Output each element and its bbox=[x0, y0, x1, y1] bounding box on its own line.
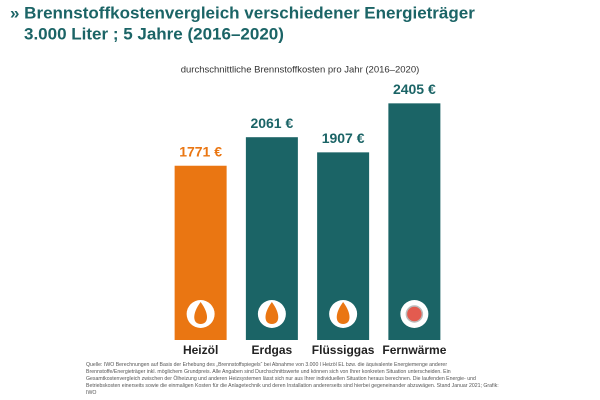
icon bbox=[194, 302, 208, 324]
value-label: 1907 € bbox=[322, 130, 365, 146]
x-tick-label: Fernwärme bbox=[382, 343, 446, 357]
chart-title: » Brennstoffkostenvergleich verschiedene… bbox=[10, 3, 475, 22]
icon bbox=[265, 302, 279, 324]
value-label: 2405 € bbox=[393, 81, 436, 97]
source-note: Quelle: IWO Berechnungen auf Basis der E… bbox=[86, 362, 499, 396]
icon bbox=[336, 302, 350, 324]
icon bbox=[405, 305, 424, 323]
value-label: 2061 € bbox=[250, 115, 293, 131]
chart-subtitle: durchschnittliche Brennstoffkosten pro J… bbox=[181, 65, 420, 76]
x-tick-label: Heizöl bbox=[183, 343, 218, 357]
chart-title: 3.000 Liter ; 5 Jahre (2016–2020) bbox=[24, 24, 284, 43]
x-tick-label: Erdgas bbox=[252, 343, 293, 357]
x-tick-label: Flüssiggas bbox=[312, 343, 375, 357]
value-label: 1771 € bbox=[179, 143, 222, 159]
